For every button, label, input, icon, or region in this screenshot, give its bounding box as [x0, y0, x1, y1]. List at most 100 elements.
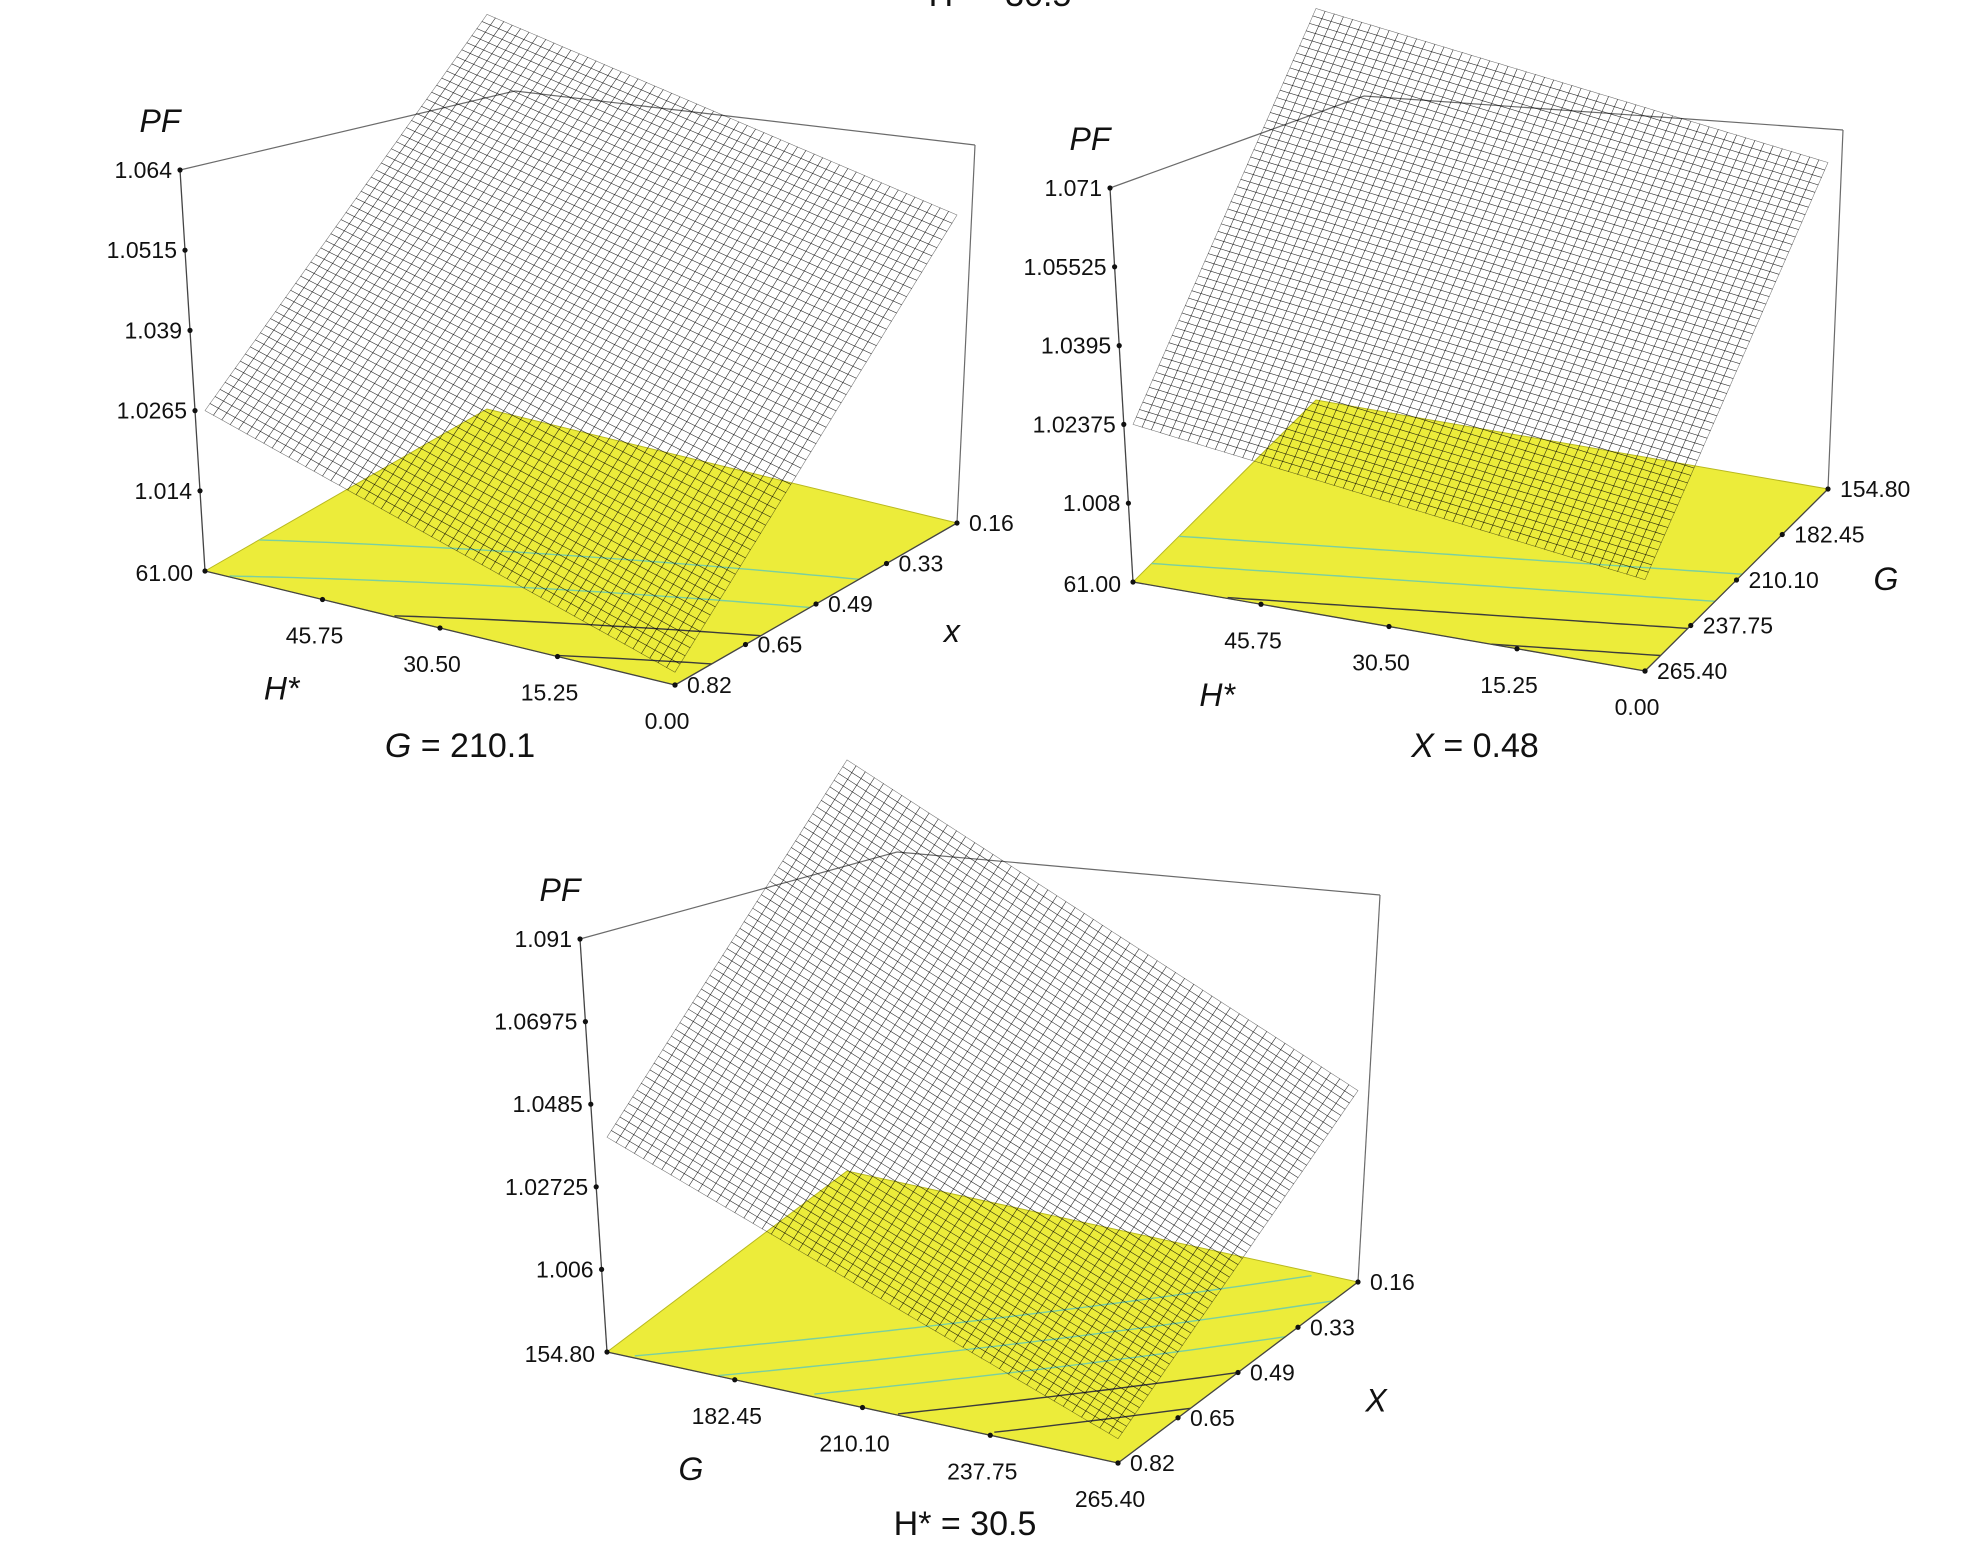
panel-caption: H* = 30.5	[894, 1505, 1037, 1543]
z-tick-label: 1.008	[1063, 490, 1121, 516]
z-axis-line	[579, 938, 608, 1353]
y-tick	[1175, 1415, 1181, 1421]
z-tick	[177, 167, 183, 173]
y-tick-label: 0.65	[1190, 1405, 1235, 1431]
z-tick-label: 1.06975	[494, 1009, 577, 1035]
z-tick-label: 1.0395	[1041, 333, 1111, 359]
y-tick-label: 0.65	[758, 632, 803, 658]
x-tick-label: 45.75	[286, 623, 344, 649]
x-tick	[437, 625, 443, 631]
y-tick	[1295, 1324, 1301, 1330]
box-edge	[579, 851, 898, 940]
caption-value: = 0.48	[1434, 727, 1539, 765]
x-tick-label: 61.00	[135, 560, 193, 586]
caption-variable: G	[385, 727, 411, 765]
x-tick-label: 265.40	[1075, 1486, 1145, 1512]
contour-line	[229, 575, 810, 609]
z-tick-label: 1.064	[114, 157, 172, 183]
z-tick-label: 1.014	[134, 478, 192, 504]
caption-variable: H*	[894, 1505, 932, 1543]
chart-panel-2: 61.00 45.75 30.50 15.25 0.00 154.80 182.45 210.…	[1023, 8, 1910, 765]
contour-line	[718, 1300, 1334, 1377]
top-caption: H* = 30.5	[929, 0, 1072, 14]
z-tick	[1116, 343, 1122, 349]
response-surface	[1132, 8, 1829, 581]
box-edge	[896, 851, 1381, 896]
y-tick	[672, 682, 678, 688]
z-tick	[1107, 185, 1113, 191]
z-tick	[588, 1101, 594, 1107]
x-tick-label: 154.80	[525, 1341, 595, 1367]
x-tick	[1514, 646, 1520, 652]
x-tick-label: 0.00	[645, 708, 690, 734]
z-tick-label: 1.05525	[1023, 254, 1106, 280]
y-tick-label: 0.16	[1370, 1269, 1415, 1295]
x-tick	[1258, 601, 1264, 607]
z-tick	[599, 1266, 605, 1272]
contour-line	[259, 539, 859, 580]
y-tick-label: 265.40	[1657, 658, 1727, 684]
x-tick-label: 30.50	[1352, 650, 1410, 676]
z-tick-label: 1.039	[124, 317, 182, 343]
z-tick	[593, 1184, 599, 1190]
z-tick-label: 1.02375	[1033, 411, 1116, 437]
y-tick	[1235, 1369, 1241, 1376]
y-tick-label: 0.82	[687, 672, 732, 698]
response-surface	[204, 14, 958, 673]
x-tick-label: 237.75	[947, 1458, 1017, 1484]
caption-variable: X	[1410, 727, 1435, 765]
y-tick-label: 0.33	[1310, 1314, 1355, 1340]
z-tick	[192, 408, 198, 414]
x-tick-label: 15.25	[1480, 672, 1538, 698]
z-tick-label: 1.006	[536, 1256, 594, 1282]
y-axis-title: x	[942, 613, 961, 649]
x-tick	[1130, 579, 1136, 585]
y-tick-label: 0.49	[1250, 1360, 1295, 1386]
x-tick-label: 210.10	[819, 1431, 889, 1457]
y-tick-label: 0.16	[969, 510, 1014, 536]
z-tick-label: 1.0485	[512, 1091, 582, 1117]
z-tick-label: 1.071	[1044, 175, 1102, 201]
y-tick	[1688, 622, 1694, 629]
box-edge	[514, 90, 976, 146]
y-tick	[1733, 577, 1740, 583]
x-tick	[859, 1404, 866, 1411]
y-tick	[813, 601, 819, 607]
y-tick	[742, 641, 749, 648]
x-tick	[732, 1377, 738, 1383]
y-tick-label: 0.49	[828, 591, 873, 617]
contour-line	[897, 1371, 1239, 1415]
y-tick-label: 210.10	[1749, 567, 1819, 593]
chart-panel-1: 61.00 45.75 30.50 15.25 0.00 0.16 0.33 0.49 0.65…	[107, 14, 1014, 765]
y-tick-label: 154.80	[1840, 476, 1910, 502]
x-tick-label: 45.75	[1224, 627, 1282, 653]
y-tick	[883, 560, 890, 567]
y-tick	[1355, 1279, 1361, 1285]
y-tick-label: 182.45	[1794, 522, 1864, 548]
x-tick	[319, 596, 326, 603]
y-tick	[1825, 486, 1831, 492]
response-surface	[606, 759, 1359, 1440]
x-axis-title: H*	[1199, 677, 1236, 713]
x-tick-label: 182.45	[692, 1403, 762, 1429]
caption-value: = 30.5	[931, 1505, 1036, 1543]
y-tick	[954, 520, 960, 526]
z-tick-label: 1.0515	[107, 237, 177, 263]
z-tick	[197, 488, 203, 494]
x-tick-label: 0.00	[1615, 694, 1660, 720]
z-tick-label: 1.0265	[117, 398, 187, 424]
contour-line	[814, 1336, 1286, 1395]
contour-line	[559, 654, 712, 665]
panel-caption: X = 0.48	[1410, 727, 1539, 765]
x-axis-title: H*	[264, 671, 301, 707]
box-edge	[179, 90, 516, 171]
z-tick-label: 1.091	[514, 926, 572, 952]
z-axis-title: PF	[140, 103, 183, 139]
contour-line	[1227, 596, 1688, 630]
contour-line	[1178, 535, 1743, 575]
z-tick	[1125, 500, 1131, 506]
z-tick	[582, 1019, 589, 1025]
z-tick	[1112, 264, 1118, 270]
z-tick	[577, 936, 583, 942]
